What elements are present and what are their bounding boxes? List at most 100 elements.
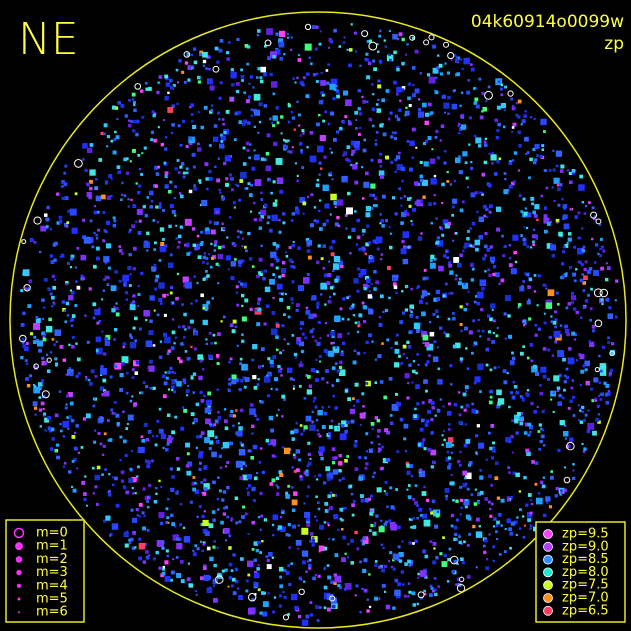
star bbox=[419, 570, 427, 577]
star bbox=[539, 439, 543, 444]
star bbox=[278, 38, 283, 44]
star bbox=[49, 351, 53, 354]
star bbox=[420, 295, 425, 299]
star bbox=[316, 619, 320, 622]
star bbox=[479, 115, 484, 120]
star bbox=[241, 282, 248, 288]
star bbox=[315, 358, 318, 361]
star bbox=[210, 229, 216, 235]
star bbox=[198, 375, 203, 381]
star bbox=[225, 177, 229, 181]
star bbox=[269, 51, 277, 59]
star bbox=[259, 528, 262, 531]
star bbox=[336, 92, 340, 95]
star bbox=[435, 129, 439, 133]
star bbox=[460, 124, 467, 130]
star bbox=[75, 374, 79, 379]
star bbox=[246, 474, 252, 480]
star bbox=[533, 214, 538, 218]
star bbox=[236, 82, 240, 86]
star bbox=[75, 342, 78, 345]
star bbox=[69, 372, 73, 377]
star bbox=[266, 133, 271, 138]
star bbox=[92, 492, 95, 495]
star bbox=[21, 337, 25, 341]
star bbox=[458, 463, 462, 467]
star bbox=[463, 443, 468, 448]
star bbox=[515, 390, 520, 395]
star bbox=[284, 139, 288, 143]
star bbox=[471, 402, 474, 406]
star bbox=[103, 432, 107, 436]
star bbox=[169, 203, 174, 209]
star bbox=[263, 322, 267, 326]
star bbox=[186, 577, 191, 582]
star bbox=[341, 424, 345, 428]
star bbox=[263, 518, 267, 522]
star bbox=[176, 159, 180, 162]
star bbox=[366, 278, 371, 284]
star bbox=[221, 498, 225, 502]
star bbox=[154, 165, 159, 170]
star bbox=[177, 81, 179, 84]
star bbox=[237, 430, 243, 437]
star bbox=[200, 125, 204, 130]
star bbox=[70, 254, 75, 259]
star bbox=[130, 120, 134, 123]
star bbox=[500, 87, 503, 91]
star bbox=[555, 164, 559, 168]
star bbox=[352, 314, 356, 317]
star bbox=[281, 446, 285, 449]
star bbox=[402, 353, 405, 356]
star bbox=[311, 539, 316, 543]
star bbox=[304, 511, 311, 518]
star bbox=[132, 267, 136, 271]
star bbox=[248, 193, 253, 197]
star bbox=[98, 320, 102, 323]
star bbox=[460, 329, 463, 332]
star bbox=[305, 374, 309, 377]
star bbox=[171, 475, 175, 479]
star bbox=[410, 220, 413, 223]
star-ring bbox=[563, 476, 571, 484]
star bbox=[316, 305, 320, 308]
star bbox=[190, 412, 195, 417]
star bbox=[442, 405, 445, 408]
star bbox=[94, 485, 98, 489]
star bbox=[245, 589, 249, 593]
star bbox=[513, 106, 516, 110]
star bbox=[175, 491, 179, 495]
star bbox=[239, 179, 244, 183]
star bbox=[259, 76, 263, 80]
star bbox=[216, 354, 220, 358]
star bbox=[362, 305, 367, 310]
star bbox=[453, 54, 457, 57]
star bbox=[54, 278, 57, 281]
star bbox=[378, 443, 381, 446]
star bbox=[253, 125, 256, 128]
star bbox=[534, 323, 538, 327]
star bbox=[116, 165, 121, 169]
star bbox=[71, 335, 75, 339]
star bbox=[102, 211, 106, 214]
star bbox=[295, 421, 299, 425]
star bbox=[313, 219, 317, 222]
star bbox=[412, 360, 416, 363]
star bbox=[319, 337, 322, 340]
star bbox=[158, 298, 163, 302]
star bbox=[380, 294, 384, 299]
star bbox=[96, 321, 100, 325]
star bbox=[381, 342, 384, 345]
star bbox=[519, 286, 525, 292]
star bbox=[321, 406, 324, 409]
star bbox=[397, 582, 402, 587]
star bbox=[332, 269, 335, 272]
star bbox=[428, 202, 432, 206]
star bbox=[177, 124, 181, 128]
star bbox=[203, 564, 207, 568]
star bbox=[229, 216, 232, 219]
star bbox=[362, 233, 365, 236]
star bbox=[238, 448, 246, 456]
star bbox=[539, 391, 543, 396]
star bbox=[536, 405, 539, 408]
